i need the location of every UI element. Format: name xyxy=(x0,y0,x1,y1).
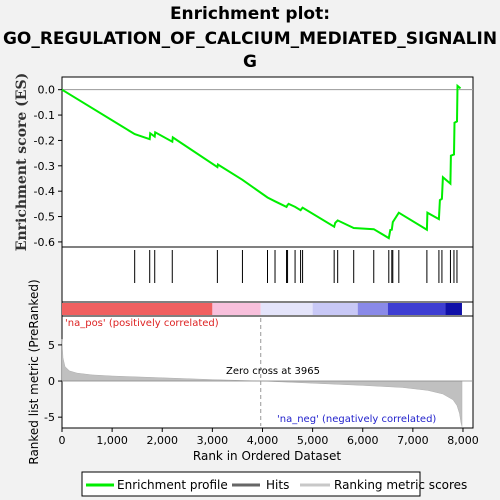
rank-ytick-label: 5 xyxy=(48,339,55,352)
colorbar-segment xyxy=(313,303,358,315)
x-tick-label: 0 xyxy=(59,434,66,447)
es-ytick-label: -0.4 xyxy=(34,185,55,198)
x-tick-label: 4,000 xyxy=(247,434,279,447)
es-ytick-label: 0.0 xyxy=(38,84,56,97)
colorbar-segment xyxy=(358,303,388,315)
x-tick-label: 7,000 xyxy=(397,434,429,447)
rank-ytick-label: -5 xyxy=(44,411,55,424)
es-ytick-label: -0.2 xyxy=(34,134,55,147)
colorbar-segment xyxy=(62,303,212,315)
x-tick-label: 3,000 xyxy=(197,434,229,447)
rank-ytick-label: 0 xyxy=(48,375,55,388)
pos-correlation-label: 'na_pos' (positively correlated) xyxy=(65,318,219,329)
rank-axis-label: Ranked list metric (PreRanked) xyxy=(27,279,41,464)
x-axis-label: Rank in Ordered Dataset xyxy=(193,449,341,463)
legend-label-enrichment: Enrichment profile xyxy=(117,478,228,492)
x-tick-label: 6,000 xyxy=(347,434,379,447)
x-tick-label: 8,000 xyxy=(447,434,479,447)
x-tick-label: 5,000 xyxy=(297,434,329,447)
legend-label-ranking: Ranking metric scores xyxy=(334,478,467,492)
colorbar-segment xyxy=(388,303,446,315)
colorbar-segment xyxy=(212,303,260,315)
neg-correlation-label: 'na_neg' (negatively correlated) xyxy=(277,414,436,425)
es-ytick-label: -0.1 xyxy=(34,109,55,122)
colorbar-segment xyxy=(445,303,462,315)
zero-cross-label: Zero cross at 3965 xyxy=(226,366,320,377)
es-ytick-label: -0.5 xyxy=(34,211,55,224)
es-axis-label: Enrichment score (ES) xyxy=(14,73,30,251)
es-ytick-label: -0.3 xyxy=(34,160,55,173)
x-tick-label: 1,000 xyxy=(96,434,128,447)
legend-label-hits: Hits xyxy=(266,478,289,492)
x-tick-label: 2,000 xyxy=(146,434,178,447)
colorbar-segment xyxy=(261,303,313,315)
es-panel-frame xyxy=(62,77,473,247)
es-ytick-label: -0.6 xyxy=(34,236,55,249)
